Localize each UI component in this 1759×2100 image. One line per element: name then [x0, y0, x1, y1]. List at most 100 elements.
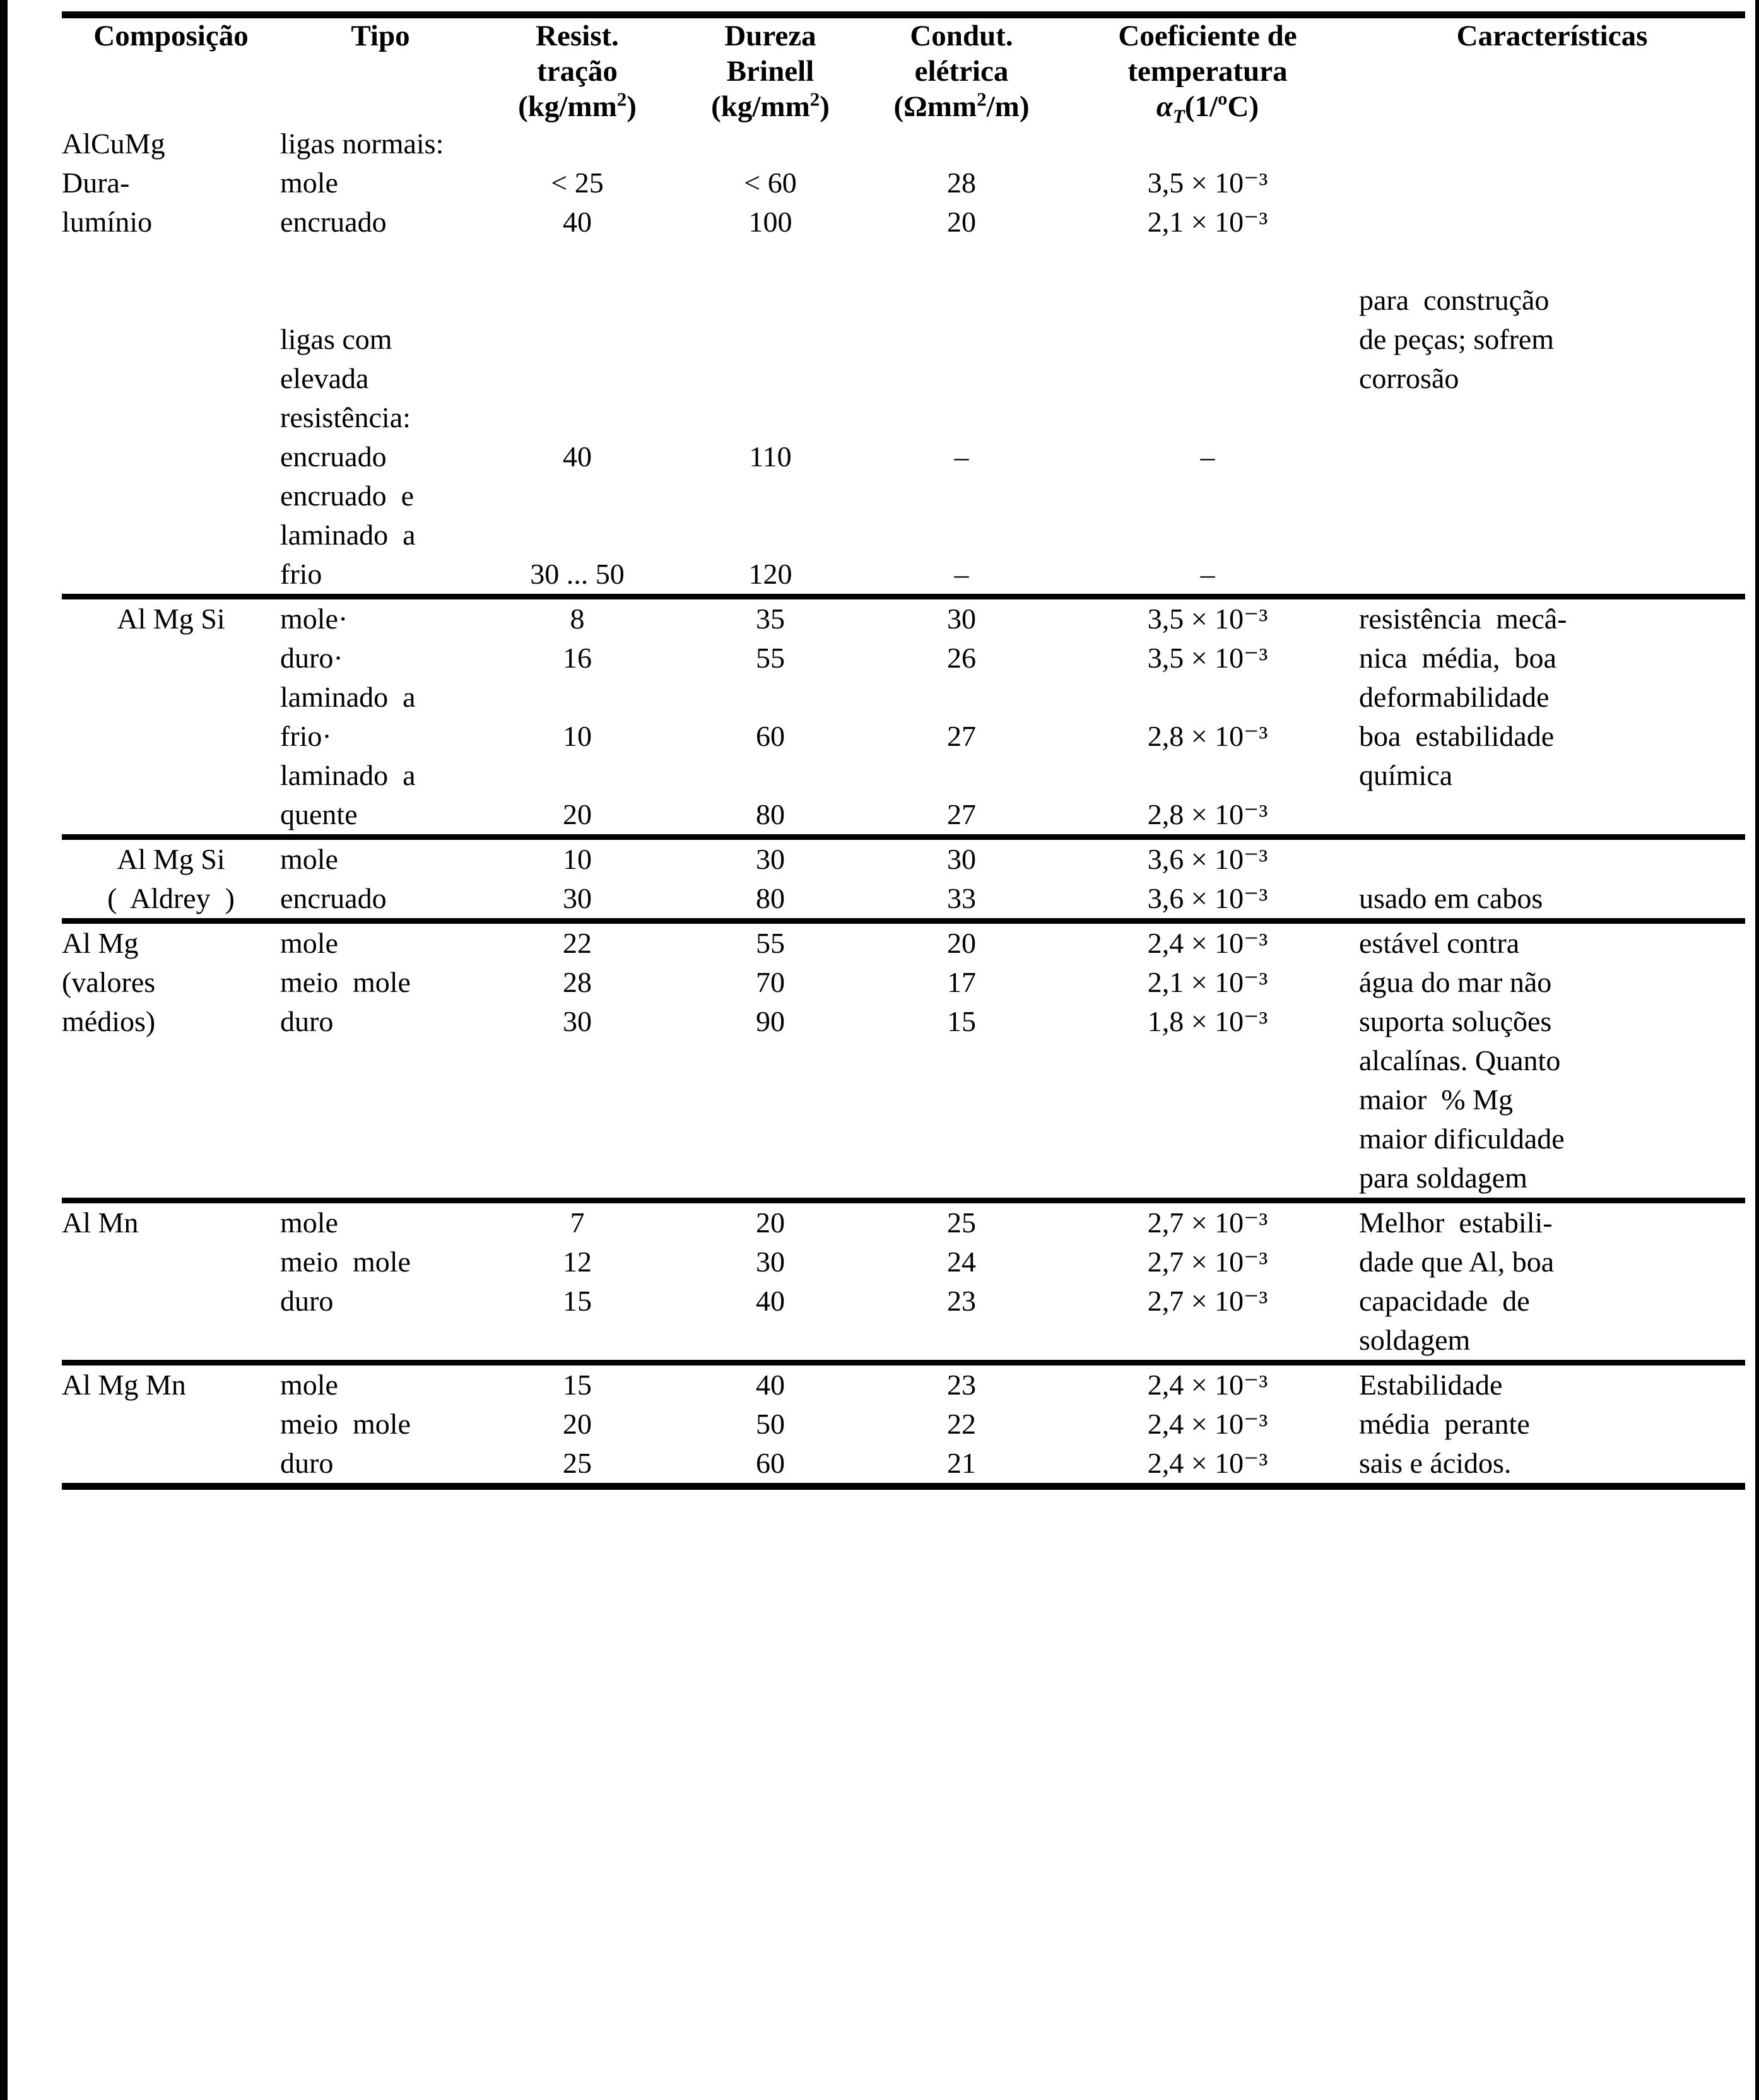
cell-line: (valores — [62, 966, 156, 998]
cell-line: 30 — [756, 1246, 785, 1278]
cell-line: elevada — [280, 362, 369, 394]
cell-line: 70 — [756, 966, 785, 998]
cell-caracteristicas: para construção de peças; sofrem corrosão — [1359, 124, 1745, 597]
cell-coef: 3,6 × 10⁻³ 3,6 × 10⁻³ — [1056, 834, 1359, 921]
table-top-rule — [62, 11, 1745, 18]
cell-line: encruado e — [280, 480, 414, 512]
cell-line: mole — [280, 167, 338, 199]
cell-line: dade que Al, boa — [1359, 1246, 1555, 1278]
cell-line: química — [1359, 759, 1453, 791]
cell-line: meio mole — [280, 1408, 411, 1440]
cell-line: suporta soluções — [1359, 1005, 1552, 1037]
cell-line: 23 — [947, 1285, 976, 1317]
cell-line: alcalínas. Quanto — [1359, 1044, 1561, 1077]
header-label-dureza-line2: Brinell — [726, 55, 815, 88]
table-row: Al Mg (valores médios) mole meio mole duro 22 2… — [62, 918, 1745, 1201]
cell-line: corrosão — [1359, 362, 1459, 394]
cell-condut: 30 26 27 27 — [867, 594, 1056, 837]
cell-dureza: 40 50 60 — [674, 1360, 867, 1483]
cell-line: 120 — [748, 558, 792, 590]
table-row: Al Mg Si mole· duro· laminado a frio· laminad… — [62, 594, 1745, 837]
cell-line: 20 — [563, 1408, 592, 1440]
header-unit-resist: (kg/mm2) — [518, 88, 637, 123]
cell-line: 60 — [756, 1447, 785, 1479]
cell-coef: 2,7 × 10⁻³ 2,7 × 10⁻³ 2,7 × 10⁻³ — [1056, 1198, 1359, 1363]
cell-line: 25 — [947, 1206, 976, 1239]
cell-line: 2,7 × 10⁻³ — [1147, 1285, 1268, 1317]
cell-line: boa estabilidade — [1359, 720, 1555, 752]
cell-line: 16 — [563, 642, 592, 674]
cell-caracteristicas: Estabilidade média perante sais e ácidos. — [1359, 1360, 1745, 1483]
cell-dureza: < 60 100 110 120 — [674, 124, 867, 597]
cell-resist: 10 30 — [481, 834, 674, 921]
cell-line: Estabilidade — [1359, 1369, 1503, 1401]
cell-line: sais e ácidos. — [1359, 1447, 1512, 1479]
cell-line: 100 — [748, 206, 792, 238]
cell-line: 30 — [563, 882, 592, 914]
cell-line: capacidade de — [1359, 1285, 1530, 1317]
cell-line: mole — [280, 1369, 338, 1401]
cell-line: mole — [280, 1206, 338, 1239]
column-header-resistencia-tracao: Resist. tração (kg/mm2) — [481, 18, 674, 124]
table-row: Al Mg Si( Aldrey ) mole encruado 10 30 30 80 30… — [62, 834, 1745, 921]
cell-line: 30 — [947, 603, 976, 635]
cell-caracteristicas: estável contra água do mar não suporta sol… — [1359, 918, 1745, 1201]
cell-tipo: mole· duro· laminado a frio· laminado a quent… — [280, 594, 481, 837]
cell-line: 3,5 × 10⁻³ — [1147, 642, 1268, 674]
cell-line: – — [1200, 440, 1215, 473]
cell-line: meio mole — [280, 966, 411, 998]
cell-line: 80 — [756, 882, 785, 914]
cell-line: 20 — [563, 798, 592, 830]
cell-caracteristicas: Melhor estabili-dade que Al, boa capacida… — [1359, 1198, 1745, 1363]
cell-line: 27 — [947, 720, 976, 752]
alloy-properties-table-wrapper: Composição Tipo Resist. tração (kg/mm2) … — [62, 11, 1745, 1490]
cell-line: 22 — [563, 927, 592, 959]
cell-line: 40 — [756, 1285, 785, 1317]
cell-line: 20 — [947, 927, 976, 959]
cell-line: maior dificuldade — [1359, 1123, 1565, 1155]
cell-line: 15 — [947, 1005, 976, 1037]
column-header-dureza-brinell: Dureza Brinell (kg/mm2) — [674, 18, 867, 124]
cell-line: médios) — [62, 1005, 156, 1037]
header-label-coef-line2: temperatura — [1127, 55, 1288, 88]
cell-line: 3,6 × 10⁻³ — [1147, 843, 1268, 875]
cell-line: – — [1200, 558, 1215, 590]
cell-tipo: mole meio mole duro — [280, 918, 481, 1201]
header-label-resist-line2: tração — [537, 55, 618, 88]
cell-line: frio· — [280, 720, 332, 752]
cell-line: Melhor estabili- — [1359, 1206, 1553, 1239]
cell-line: soldagem — [1359, 1324, 1471, 1356]
column-header-tipo: Tipo — [280, 18, 481, 124]
cell-line: 25 — [563, 1447, 592, 1479]
cell-line: 15 — [563, 1369, 592, 1401]
header-label-tipo: Tipo — [351, 20, 410, 52]
cell-line: 40 — [563, 206, 592, 238]
cell-line: resistência: — [280, 401, 411, 434]
cell-condut: 23 22 21 — [867, 1360, 1056, 1483]
header-row: Composição Tipo Resist. tração (kg/mm2) … — [62, 18, 1745, 126]
cell-coef: 3,5 × 10⁻³ 3,5 × 10⁻³ 2,8 × 10⁻³ 2,8 × 10… — [1056, 594, 1359, 837]
header-label-condut-line2: elétrica — [914, 55, 1009, 88]
cell-line: maior % Mg — [1359, 1083, 1514, 1116]
cell-line: 80 — [756, 798, 785, 830]
cell-line: Al Mg — [62, 927, 139, 959]
table-bottom-rule — [62, 1483, 1745, 1490]
cell-line: frio — [280, 558, 322, 590]
cell-line: usado em cabos — [1359, 882, 1543, 914]
cell-line: 1,8 × 10⁻³ — [1147, 1005, 1268, 1037]
cell-resist: 8 16 10 20 — [481, 594, 674, 837]
cell-line: 7 — [570, 1206, 585, 1239]
cell-line: 28 — [947, 167, 976, 199]
cell-line: estável contra — [1359, 927, 1520, 959]
cell-line: resistência mecâ- — [1359, 603, 1567, 635]
cell-line: Al Mg Si — [117, 843, 225, 875]
cell-line: de peças; sofrem — [1359, 323, 1555, 355]
cell-line: ( Aldrey ) — [107, 882, 235, 914]
cell-line: 2,8 × 10⁻³ — [1147, 798, 1268, 830]
cell-line: lumínio — [62, 206, 153, 238]
cell-composicao: Al Mg (valores médios) — [62, 918, 280, 1201]
cell-line: 55 — [756, 927, 785, 959]
cell-line: 30 — [756, 843, 785, 875]
cell-coef: 3,5 × 10⁻³ 2,1 × 10⁻³ – – — [1056, 124, 1359, 597]
header-label-dureza-line1: Dureza — [724, 20, 816, 52]
